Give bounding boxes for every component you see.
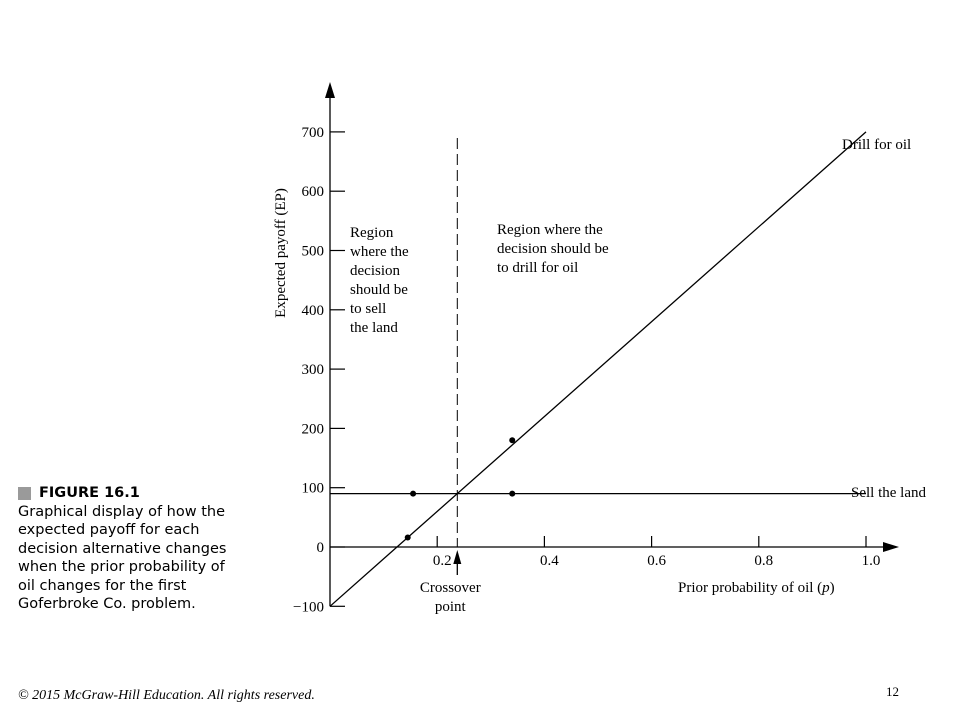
x-axis-label: Prior probability of oil (p): [678, 580, 835, 596]
caption-title: FIGURE 16.1: [39, 485, 140, 501]
data-point: [404, 534, 411, 541]
x-tick-label: 0.4: [540, 553, 559, 569]
y-axis-arrowhead: [325, 82, 335, 98]
region-drill-label: Region where the: [497, 222, 603, 238]
caption-square-icon: [18, 486, 31, 500]
caption-line: Graphical display of how the: [18, 503, 226, 520]
caption-line: decision alternative changes: [18, 540, 227, 557]
x-tick-label: 0.8: [754, 553, 773, 569]
x-axis-arrowhead: [883, 542, 899, 552]
annotations: Drill for oil Sell the land Crossover point…: [273, 137, 926, 615]
data-point: [410, 490, 417, 497]
caption-line: when the prior probability of: [18, 559, 225, 575]
series-label-drill-for-oil: Drill for oil: [842, 137, 911, 153]
axes: [325, 82, 899, 607]
region-sell-label: decision: [350, 263, 400, 279]
caption-line: expected payoff for each: [18, 522, 200, 538]
region-sell-label: Region: [350, 225, 394, 241]
x-tick-label: 0.2: [433, 553, 452, 569]
y-axis-label: Expected payoff (EP): [273, 188, 289, 318]
region-sell-label: to sell: [350, 301, 386, 317]
y-tick-label: 500: [302, 244, 325, 260]
region-drill-label: decision should be: [497, 241, 609, 257]
x-tick-label: 1.0: [862, 553, 881, 569]
y-tick-label: 100: [302, 481, 325, 497]
series-label-sell-the-land: Sell the land: [851, 485, 926, 501]
y-tick-label: 0: [317, 540, 325, 556]
y-tick-label: −100: [293, 599, 324, 615]
y-tick-label: 400: [302, 303, 325, 319]
x-tick-label: 0.6: [647, 553, 666, 569]
region-sell-label: the land: [350, 320, 398, 336]
copyright-text: © 2015 McGraw-Hill Education. All rights…: [18, 688, 315, 703]
y-tick-label: 700: [302, 125, 325, 141]
region-sell-label: where the: [350, 244, 409, 260]
region-drill-label: to drill for oil: [497, 260, 578, 276]
data-point: [509, 490, 516, 497]
crossover-label: Crossover: [420, 580, 481, 596]
drill-for-oil-line: [329, 131, 867, 607]
crossover-arrowhead: [453, 550, 462, 564]
y-tick-label: 300: [302, 362, 325, 378]
data-point: [509, 437, 516, 444]
caption-line: Goferbroke Co. problem.: [18, 596, 196, 612]
caption-line: oil changes for the first: [18, 577, 187, 594]
figure-caption: FIGURE 16.1 Graphical display of how the…: [18, 484, 258, 614]
y-tick-label: 600: [302, 184, 325, 200]
series-lines: [329, 131, 867, 607]
crossover-label: point: [435, 599, 467, 615]
region-sell-label: should be: [350, 282, 408, 298]
page-number: 12: [886, 684, 899, 699]
y-tick-label: 200: [302, 421, 325, 437]
caption-title-row: FIGURE 16.1: [18, 484, 258, 503]
data-points: [404, 437, 516, 541]
ticks: −100 0 100 200 300 400 500 600 700 0.2 0.4 0.6 0.8 1.…: [293, 125, 880, 615]
